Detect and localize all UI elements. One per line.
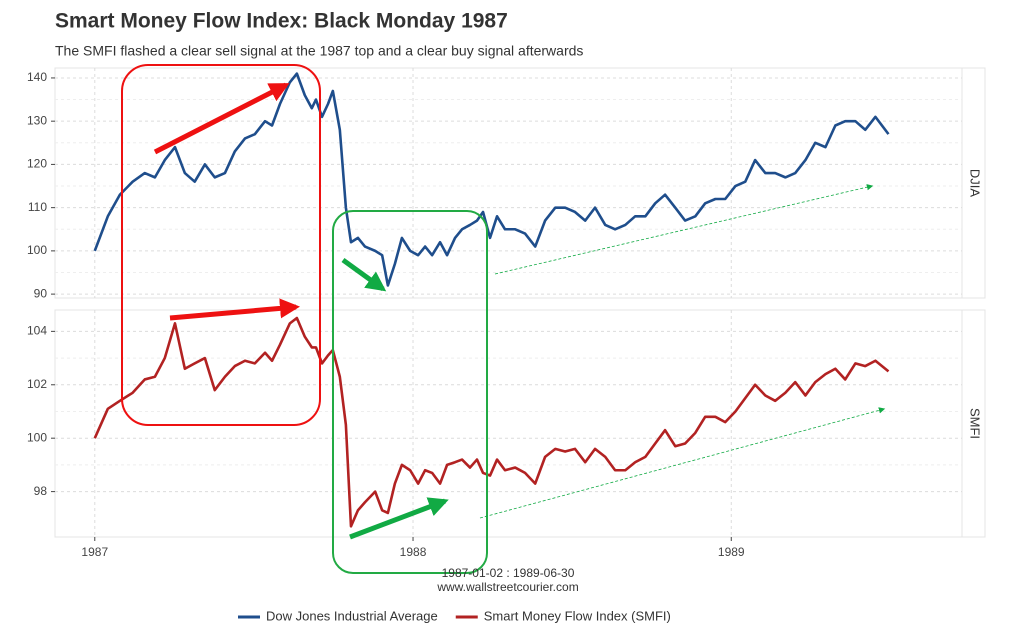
highlight-box	[121, 64, 321, 426]
y-tick-label: 98	[34, 484, 48, 498]
y-tick-label: 120	[27, 157, 47, 171]
x-tick-label: 1989	[718, 545, 745, 559]
y-tick-label: 100	[27, 243, 47, 257]
y-tick-label: 110	[28, 200, 47, 214]
title: Smart Money Flow Index: Black Monday 198…	[55, 10, 508, 33]
y-tick-label: 104	[27, 324, 47, 338]
y-tick-label: 90	[34, 286, 48, 300]
arrow	[153, 82, 290, 155]
legend: Dow Jones Industrial Average Smart Money …	[238, 608, 671, 623]
date-range: 1987-01-02 : 1989-06-30	[442, 566, 575, 580]
y-tick-label: 130	[27, 113, 47, 127]
strip	[961, 309, 986, 538]
strip-label: SMFI	[968, 408, 983, 439]
arrow	[349, 497, 449, 540]
strip-label: DJIA	[968, 169, 983, 198]
panel-frame	[54, 67, 963, 299]
arrow	[341, 257, 387, 292]
y-tick-label: 140	[27, 70, 47, 84]
arrow	[169, 298, 300, 321]
x-tick-label: 1987	[81, 545, 108, 559]
source: www.wallstreetcourier.com	[436, 580, 578, 594]
panel: SMFI 98 100 102 104 1987 1988 1989	[27, 309, 986, 559]
legend-label: Smart Money Flow Index (SMFI)	[484, 608, 671, 623]
highlight-box	[332, 210, 488, 574]
y-tick-label: 100	[27, 430, 47, 444]
trend-arrow	[494, 184, 874, 275]
strip	[961, 67, 986, 299]
panel: DJIA 90 100 110 120 130 140	[27, 67, 986, 300]
legend-label: Dow Jones Industrial Average	[266, 608, 438, 623]
panel-frame	[54, 309, 963, 538]
data-line	[93, 72, 890, 287]
x-tick-label: 1988	[400, 545, 427, 559]
annotations	[121, 64, 886, 574]
subtitle: The SMFI flashed a clear sell signal at …	[55, 43, 583, 59]
plots: DJIA 90 100 110 120 130 140 SMFI 98 100 102 104 1987…	[27, 67, 986, 559]
data-line	[93, 316, 890, 528]
y-tick-label: 102	[27, 377, 47, 391]
